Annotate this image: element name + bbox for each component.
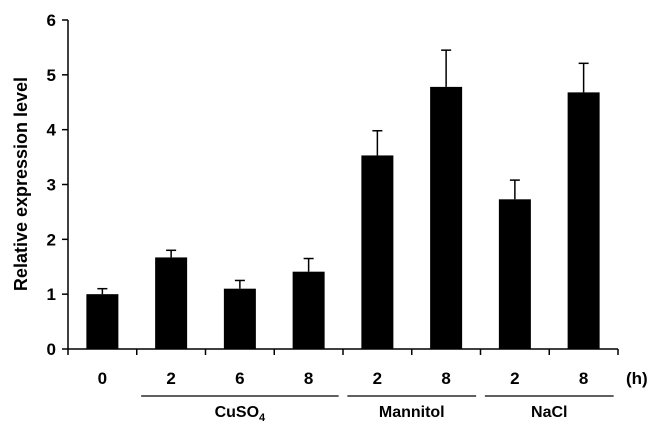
group-label: CuSO4	[215, 404, 266, 421]
y-tick-label: 2	[47, 230, 56, 249]
group-label-name: Mannitol	[379, 404, 445, 421]
group-label-name: NaCl	[531, 404, 567, 421]
y-tick-label: 6	[47, 11, 56, 30]
bar	[292, 271, 325, 349]
bar	[498, 199, 531, 349]
y-tick-label: 1	[47, 285, 56, 304]
bar	[430, 86, 463, 349]
y-axis-label: Relative expression level	[11, 77, 31, 291]
x-tick-label: 0	[98, 369, 107, 388]
x-tick-label: 8	[304, 369, 313, 388]
x-unit-label: (h)	[626, 369, 648, 388]
x-tick-label: 2	[373, 369, 382, 388]
bar	[223, 288, 256, 349]
group-label: NaCl	[531, 404, 567, 421]
group-label: Mannitol	[379, 404, 445, 421]
group-label-subscript: 4	[259, 412, 266, 421]
bar	[567, 92, 600, 349]
y-tick-label: 5	[47, 66, 56, 85]
x-tick-label: 8	[579, 369, 588, 388]
x-tick-label: 2	[510, 369, 519, 388]
y-tick-label: 3	[47, 176, 56, 195]
y-tick-label: 4	[47, 121, 57, 140]
y-tick-label: 0	[47, 340, 56, 359]
x-tick-label: 8	[441, 369, 450, 388]
bar	[86, 294, 119, 349]
x-tick-label: 2	[166, 369, 175, 388]
group-label-name: CuSO	[215, 404, 259, 421]
bar	[155, 257, 188, 349]
x-tick-label: 6	[235, 369, 244, 388]
bar	[361, 155, 394, 349]
